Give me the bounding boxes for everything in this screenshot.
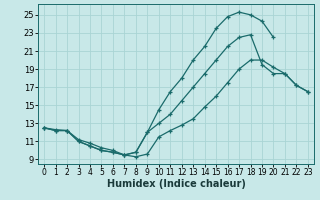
X-axis label: Humidex (Indice chaleur): Humidex (Indice chaleur) bbox=[107, 179, 245, 189]
